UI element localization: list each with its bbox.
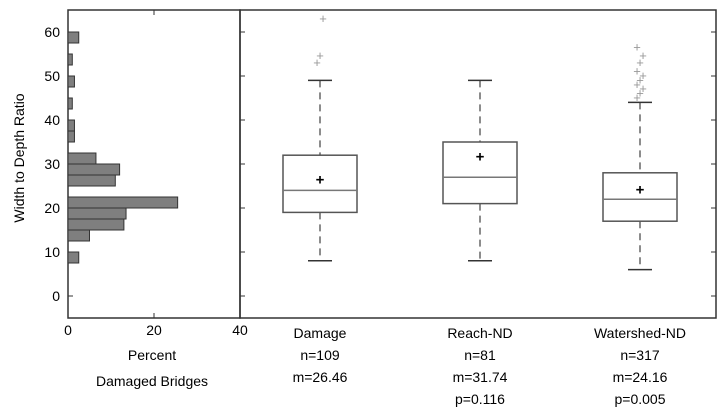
- category-mean: m=31.74: [453, 369, 508, 385]
- mean-marker: +: [316, 171, 325, 188]
- mean-marker: +: [636, 182, 645, 199]
- histogram-bar: [68, 98, 72, 109]
- y-tick-label: 40: [44, 112, 60, 128]
- histogram-bar: [68, 197, 178, 208]
- category-p: p=0.005: [615, 391, 666, 407]
- x-axis-label-line-2: Damaged Bridges: [96, 373, 208, 389]
- y-tick-label: 50: [44, 68, 60, 84]
- category-mean: m=26.46: [293, 369, 348, 385]
- y-tick-label: 30: [44, 156, 60, 172]
- y-axis-label: Width to Depth Ratio: [11, 93, 27, 222]
- category-label: Damage: [294, 325, 347, 341]
- histogram-bar: [68, 32, 79, 43]
- outlier-point: +: [319, 11, 327, 26]
- histogram-bar: [68, 164, 120, 175]
- category-n: n=81: [464, 347, 496, 363]
- mean-marker: +: [476, 149, 485, 166]
- outlier-point: +: [316, 48, 324, 63]
- y-tick-label: 0: [52, 288, 60, 304]
- histogram-bar: [68, 219, 124, 230]
- category-n: n=317: [620, 347, 660, 363]
- histogram-bar: [68, 208, 126, 219]
- x-axis-label-line-1: Percent: [128, 347, 176, 363]
- histogram-bar: [68, 131, 74, 142]
- histogram-bar: [68, 252, 79, 263]
- outlier-point: +: [633, 39, 641, 54]
- histogram-bar: [68, 76, 74, 87]
- x-tick-label: 40: [232, 322, 248, 338]
- histogram-bar: [68, 230, 90, 241]
- histogram-bar: [68, 54, 72, 65]
- category-label: Watershed-ND: [594, 325, 686, 341]
- y-tick-label: 60: [44, 24, 60, 40]
- y-tick-label: 10: [44, 244, 60, 260]
- category-n: n=109: [300, 347, 340, 363]
- category-label: Reach-ND: [447, 325, 512, 341]
- histogram-bar: [68, 175, 115, 186]
- x-tick-label: 0: [64, 322, 72, 338]
- x-tick-label: 20: [146, 322, 162, 338]
- histogram-bar: [68, 153, 96, 164]
- category-p: p=0.116: [455, 391, 505, 407]
- y-tick-label: 20: [44, 200, 60, 216]
- histogram-bar: [68, 120, 74, 131]
- category-mean: m=24.16: [613, 369, 668, 385]
